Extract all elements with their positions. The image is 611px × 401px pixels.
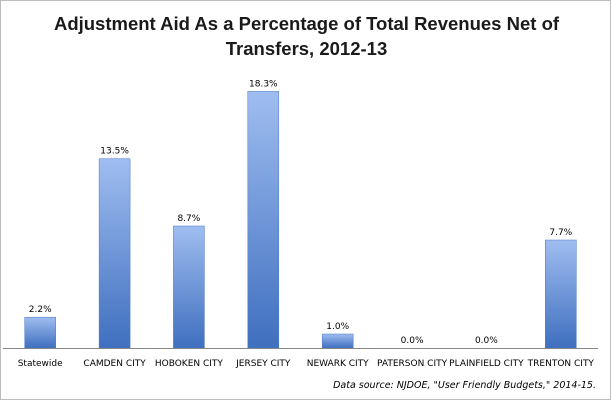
data-label-statewide: 2.2%: [29, 305, 52, 315]
x-tick-label-jersey-city: JERSEY CITY: [235, 359, 291, 369]
x-tick-label-paterson-city: PATERSON CITY: [377, 359, 448, 369]
data-label-jersey-city: 18.3%: [249, 79, 278, 89]
bar-statewide: [24, 316, 56, 349]
x-tick-label-camden-city: CAMDEN CITY: [83, 359, 146, 369]
x-tick-label-trenton-city: TRENTON CITY: [527, 359, 595, 369]
chart-title: Adjustment Aid As a Percentage of Total …: [53, 13, 560, 59]
data-label-hoboken-city: 8.7%: [177, 214, 200, 224]
bar-hoboken-city: [173, 225, 205, 349]
bar-newark-city: [321, 333, 354, 349]
data-label-camden-city: 13.5%: [100, 147, 129, 157]
x-tick-label-hoboken-city: HOBOKEN CITY: [155, 359, 224, 369]
bar-camden-city: [98, 158, 131, 349]
bar-jersey-city: [247, 91, 280, 349]
data-label-paterson-city: 0.0%: [401, 336, 424, 346]
x-tick-label-plainfield-city: PLAINFIELD CITY: [449, 359, 524, 369]
x-tick-label-statewide: Statewide: [18, 359, 63, 369]
x-tick-label-newark-city: NEWARK CITY: [307, 359, 369, 369]
source-note: Data source: NJDOE, "User Friendly Budge…: [333, 380, 596, 391]
bar-trenton-city: [545, 239, 577, 349]
data-label-trenton-city: 7.7%: [549, 228, 572, 238]
data-label-plainfield-city: 0.0%: [475, 336, 498, 346]
data-label-newark-city: 1.0%: [326, 322, 349, 332]
